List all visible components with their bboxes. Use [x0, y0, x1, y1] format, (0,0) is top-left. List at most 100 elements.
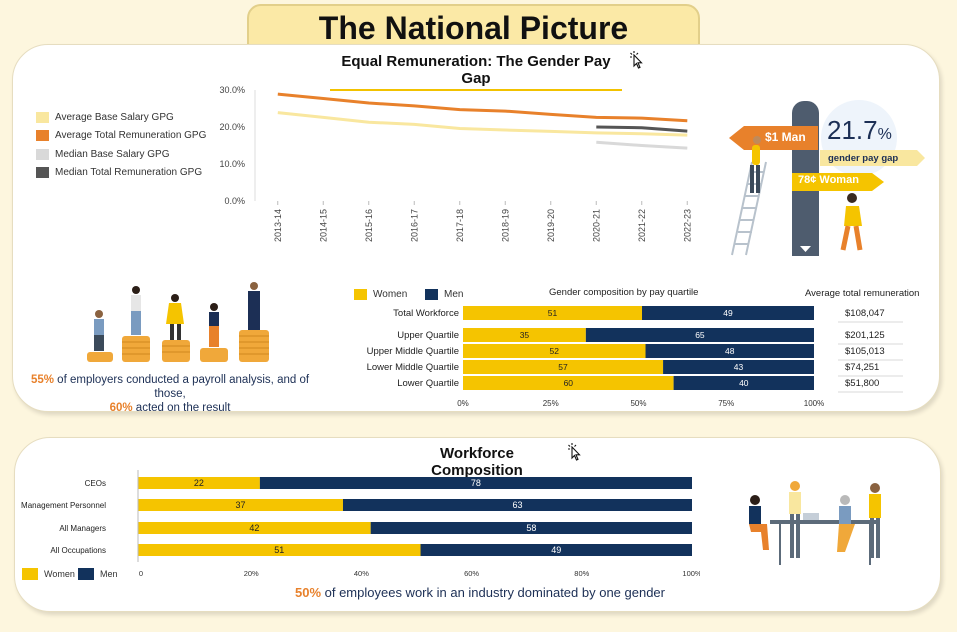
- men-bar: [342, 499, 692, 511]
- page-title-tab: The National Picture: [247, 4, 700, 50]
- quartile-x-tick: 75%: [718, 399, 734, 408]
- x-tick-label: 2022-23: [682, 209, 692, 242]
- section-title-workforce: Workforce Composition: [395, 445, 559, 483]
- quartile-row-label: Upper Quartile: [397, 330, 459, 341]
- category-label: All Managers: [59, 524, 106, 533]
- quartile-chart-title: Gender composition by pay quartile: [549, 287, 699, 298]
- series-line: [277, 92, 688, 123]
- women-bar: [463, 306, 643, 320]
- legend-avg-total: Average Total Remuneration GPG: [36, 130, 206, 141]
- women-value-label: 37: [235, 500, 245, 510]
- legend-swatch: [36, 130, 49, 141]
- pointer-click-icon[interactable]: [628, 51, 646, 74]
- y-tick-label: 30.0%: [219, 85, 245, 95]
- signpost-note: down 1.1pp: [767, 192, 774, 228]
- women-value-label: 22: [194, 478, 204, 488]
- women-value-label: 51: [548, 308, 558, 318]
- gender-pay-gap-line-chart: 30.0% 20.0% 10.0% 0.0% 2013-14 2014-15 2015-16…: [219, 85, 692, 242]
- quartile-x-tick: 100%: [804, 399, 824, 408]
- quartile-row-label: Lower Quartile: [397, 378, 459, 389]
- women-bar: [138, 477, 260, 489]
- remuneration-value: $105,013: [845, 346, 885, 357]
- women-value-label: 60: [564, 378, 574, 388]
- x-tick-label: 2017-18: [455, 209, 465, 242]
- men-bar: [259, 477, 692, 489]
- women-bar: [138, 499, 343, 511]
- legend-swatch: [36, 167, 49, 178]
- women-value-label: 57: [558, 362, 568, 372]
- woman-sign-label: 78¢ Woman: [798, 174, 859, 186]
- category-label: Key Management Personnel: [20, 501, 106, 510]
- quartile-row-label: Lower Middle Quartile: [367, 362, 459, 373]
- page-title: The National Picture: [318, 10, 629, 46]
- men-bar: [370, 522, 692, 534]
- team-meeting-illustration: [749, 481, 881, 565]
- remuneration-value: $201,125: [845, 330, 885, 341]
- series-line: [596, 125, 688, 133]
- workforce-x-tick: 40%: [354, 569, 369, 578]
- women-bar: [138, 522, 371, 534]
- legend-avg-base: Average Base Salary GPG: [36, 112, 174, 123]
- x-tick-label: 2019-20: [546, 209, 556, 242]
- payroll-analysis-text: 55% of employers conducted a payroll ana…: [30, 374, 310, 414]
- men-bar: [585, 328, 814, 342]
- x-tick-label: 2016-17: [409, 209, 419, 242]
- workforce-x-tick: 20%: [244, 569, 259, 578]
- remuneration-value: $74,251: [845, 362, 879, 373]
- quartile-x-tick: 0%: [457, 399, 469, 408]
- x-tick-label: 2018-19: [500, 209, 510, 242]
- gap-label: gender pay gap: [828, 153, 899, 164]
- category-label: CEOs: [85, 479, 106, 488]
- coin-stacks-people-illustration: [87, 282, 269, 362]
- y-tick-label: 0.0%: [224, 196, 245, 206]
- legend-swatch: [22, 568, 38, 580]
- men-bar: [645, 344, 814, 358]
- quartile-x-tick: 50%: [630, 399, 646, 408]
- women-value-label: 52: [550, 346, 560, 356]
- series-line: [277, 111, 688, 137]
- men-value-label: 49: [723, 308, 733, 318]
- women-bar: [463, 376, 674, 390]
- workforce-legend-women: Women: [22, 568, 75, 580]
- remuneration-value: $51,800: [845, 378, 879, 389]
- series-line: [596, 140, 688, 150]
- quartile-row-label: Total Workforce: [393, 308, 459, 319]
- women-bar: [463, 360, 664, 374]
- man-sign-label: $1 Man: [765, 130, 806, 144]
- pay-gap-signpost-illustration: down 1.1pp: [729, 100, 925, 256]
- women-value-label: 35: [520, 330, 530, 340]
- workforce-x-tick: 0: [139, 569, 143, 578]
- quartile-row-label: Upper Middle Quartile: [367, 346, 459, 357]
- men-value-label: 65: [695, 330, 705, 340]
- workforce-x-tick: 100%: [682, 569, 700, 578]
- workforce-composition-bar-chart: CEOs 22 78 Key Management Personnel 37 63 All …: [20, 470, 700, 578]
- men-bar: [663, 360, 814, 374]
- women-bar: [463, 328, 586, 342]
- quartile-x-tick: 25%: [543, 399, 559, 408]
- legend-swatch: [354, 289, 367, 300]
- legend-swatch: [36, 149, 49, 160]
- men-value-label: 49: [551, 545, 561, 555]
- remuneration-value: $108,047: [845, 308, 885, 319]
- x-tick-label: 2020-21: [591, 209, 601, 242]
- x-tick-label: 2021-22: [637, 209, 647, 242]
- category-label: All Occupations: [50, 546, 106, 555]
- quartile-legend-women: Women: [354, 289, 407, 300]
- legend-median-total: Median Total Remuneration GPG: [36, 167, 202, 178]
- x-tick-label: 2015-16: [364, 209, 374, 242]
- y-tick-label: 20.0%: [219, 122, 245, 132]
- gap-value: 21.7%: [827, 115, 892, 145]
- women-value-label: 42: [249, 523, 259, 533]
- remuneration-header: Average total remuneration: [805, 288, 920, 299]
- quartile-legend-men: Men: [425, 289, 463, 300]
- men-value-label: 58: [526, 523, 536, 533]
- industry-dominated-text: 50% of employees work in an industry dom…: [294, 585, 665, 600]
- pay-quartile-bar-chart: Total Workforce 51 49 $108,047 Upper Quartil…: [367, 306, 903, 408]
- legend-swatch: [425, 289, 438, 300]
- women-value-label: 51: [274, 545, 284, 555]
- men-value-label: 40: [739, 378, 749, 388]
- women-bar: [463, 344, 646, 358]
- x-tick-label: 2014-15: [318, 209, 328, 242]
- pointer-click-icon[interactable]: [566, 443, 584, 466]
- x-tick-label: 2013-14: [273, 209, 283, 242]
